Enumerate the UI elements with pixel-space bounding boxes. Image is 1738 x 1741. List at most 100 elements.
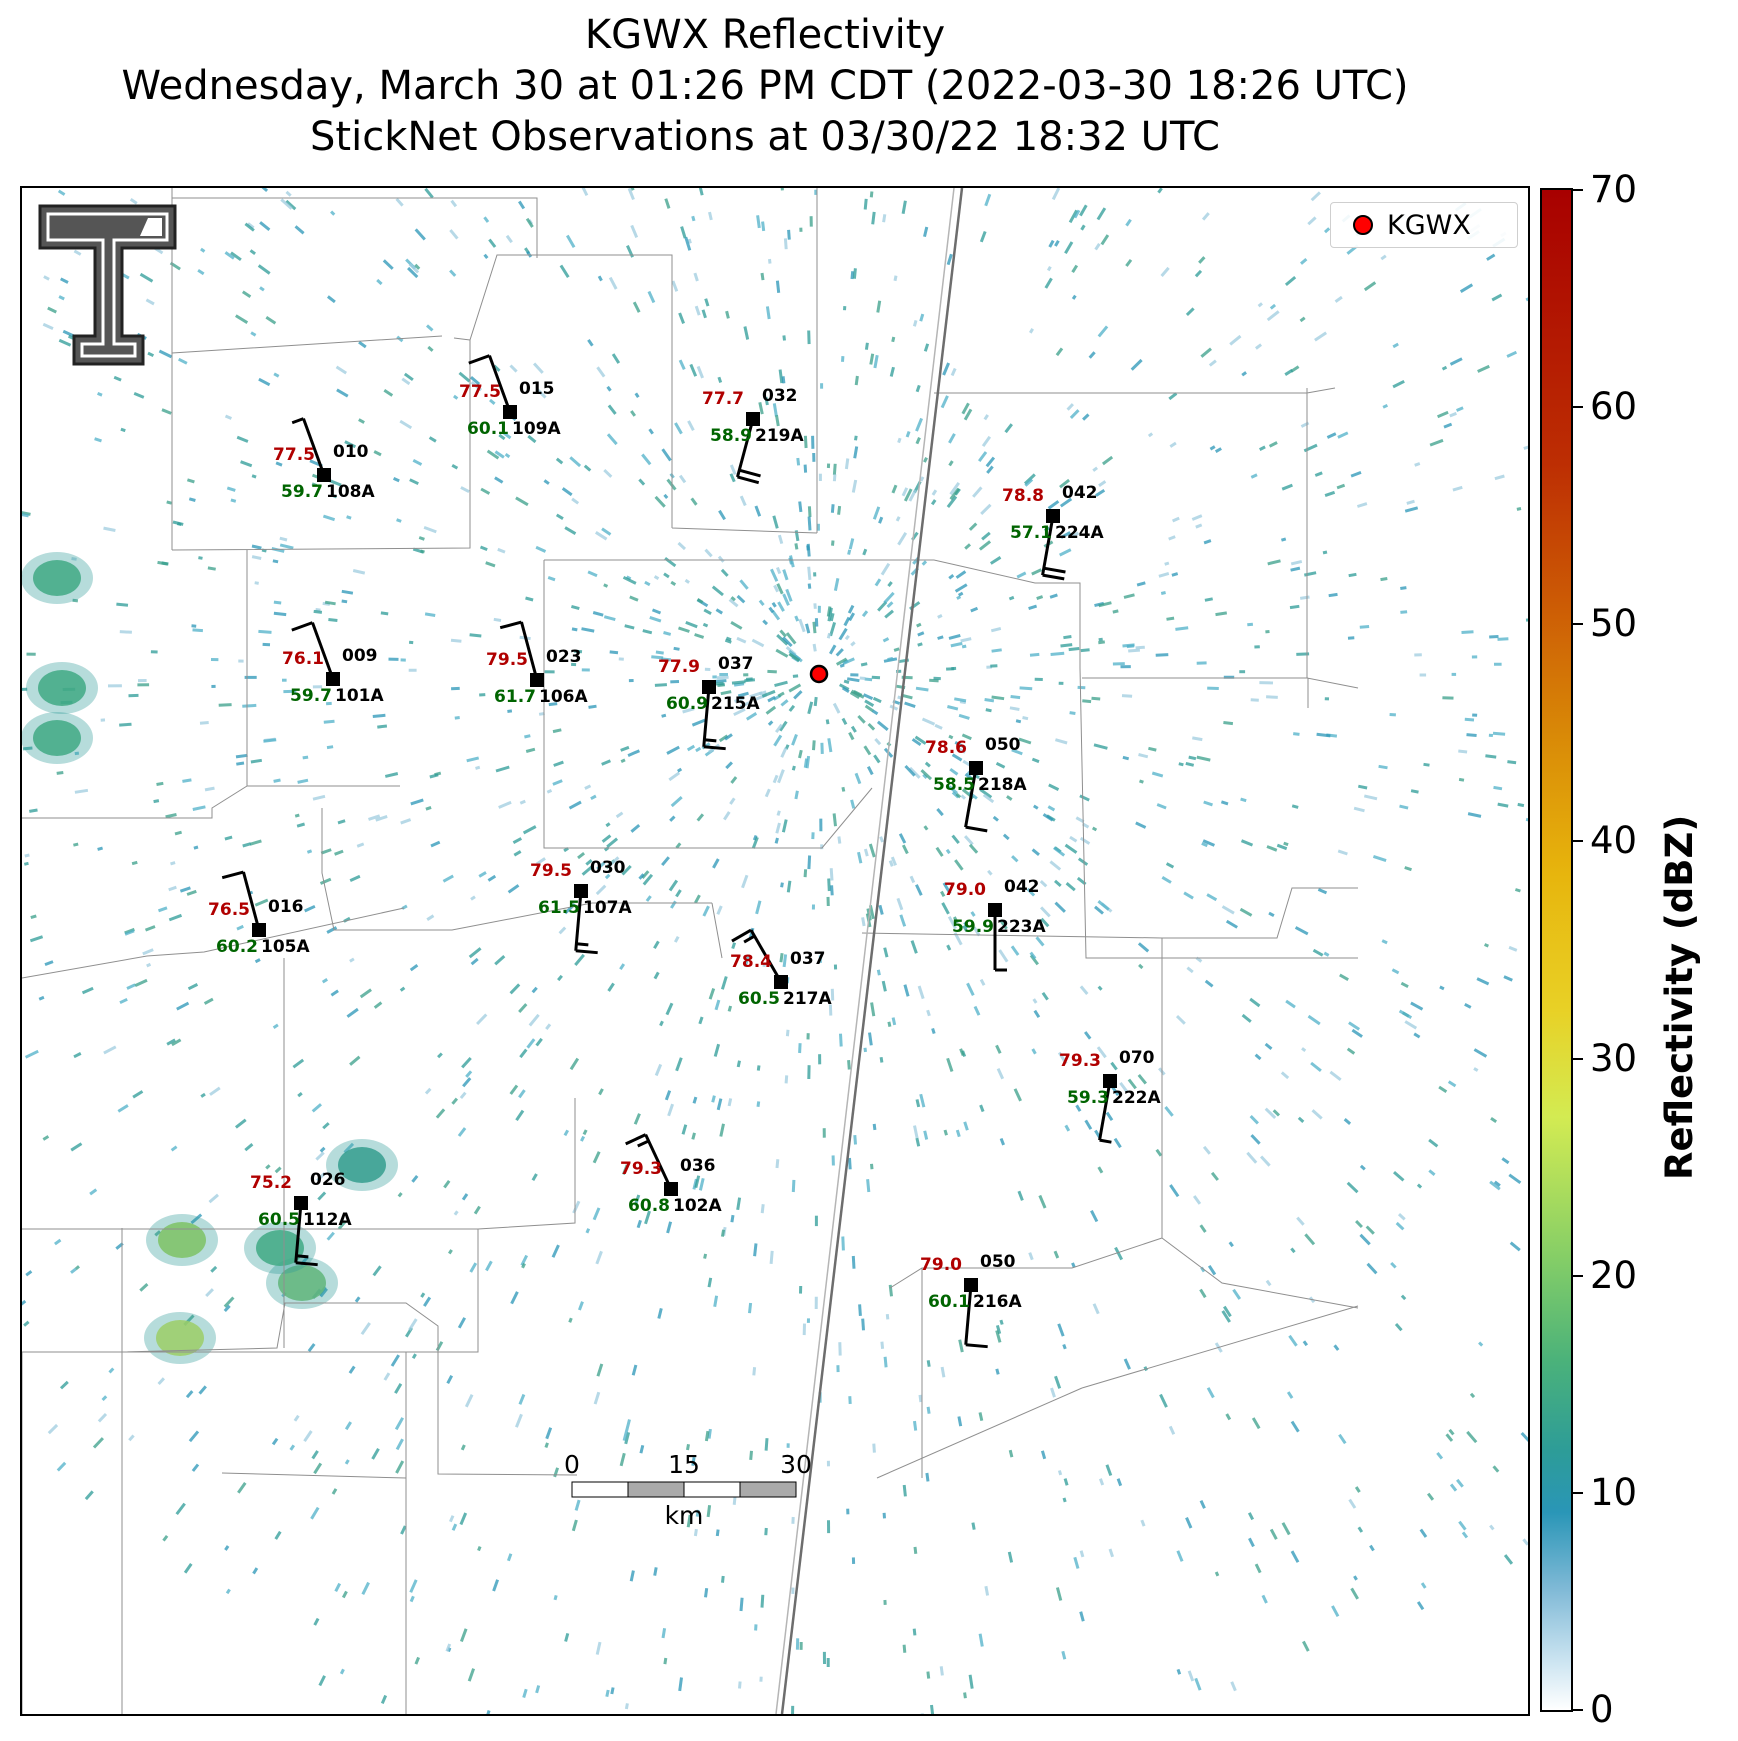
station-marker xyxy=(664,1182,678,1196)
scale-label-15: 15 xyxy=(668,1450,700,1479)
station-temperature: 79.3 xyxy=(620,1159,662,1179)
colorbar-tick-label: 0 xyxy=(1590,1688,1614,1731)
colorbar-tick-label: 30 xyxy=(1590,1036,1638,1080)
station-id: 106A xyxy=(539,687,588,707)
colorbar-tick xyxy=(1573,840,1583,843)
scale-label-30: 30 xyxy=(780,1450,812,1479)
station-temperature: 77.9 xyxy=(658,657,700,677)
wind-barb-staff xyxy=(302,418,326,476)
station-223A[interactable]: 79.0 042 59.9 223A xyxy=(944,877,1046,972)
station-marker xyxy=(1103,1074,1117,1088)
station-dewpoint: 59.7 xyxy=(290,686,332,706)
station-id: 218A xyxy=(978,775,1027,795)
wind-barb-feather xyxy=(731,928,752,943)
station-dewpoint: 60.1 xyxy=(928,1292,970,1312)
station-105A[interactable]: 76.5 016 60.2 105A xyxy=(208,870,310,957)
wind-barb-staff xyxy=(294,1202,303,1263)
wind-barb-feather xyxy=(965,825,988,833)
station-id: 217A xyxy=(783,989,832,1009)
station-dewpoint: 60.1 xyxy=(467,419,509,439)
station-pressure: 050 xyxy=(985,735,1021,755)
station-dewpoint: 58.5 xyxy=(933,775,975,795)
colorbar-tick-label: 20 xyxy=(1590,1253,1638,1297)
station-pressure: 015 xyxy=(519,379,555,399)
wind-barb-staff xyxy=(964,767,978,828)
wind-barb-feather xyxy=(704,738,717,743)
station-218A[interactable]: 78.6 050 58.5 218A xyxy=(925,735,1027,833)
station-107A[interactable]: 79.5 030 61.5 107A xyxy=(530,858,632,955)
station-pressure: 036 xyxy=(680,1156,716,1176)
station-108A[interactable]: 77.5 010 59.7 108A xyxy=(273,417,375,502)
station-dewpoint: 61.5 xyxy=(538,898,580,918)
station-marker xyxy=(969,761,983,775)
station-216A[interactable]: 79.0 050 60.1 216A xyxy=(920,1252,1022,1349)
station-marker xyxy=(574,884,588,898)
station-109A[interactable]: 77.5 015 60.1 109A xyxy=(459,354,561,439)
highway-line xyxy=(780,188,964,1714)
radar-map[interactable]: 77.5 015 60.1 109A 77.7 032 58.9 219A 77.5 010 59.… xyxy=(20,186,1530,1716)
station-pressure: 042 xyxy=(1004,877,1040,897)
highway-line-2 xyxy=(775,188,955,1714)
station-dewpoint: 60.5 xyxy=(738,989,780,1009)
station-pressure: 026 xyxy=(310,1170,346,1190)
colorbar-tick xyxy=(1573,1057,1583,1060)
station-temperature: 77.5 xyxy=(273,445,315,465)
station-217A[interactable]: 78.4 037 60.5 217A xyxy=(730,928,832,1009)
reflectivity-echoes xyxy=(22,188,1528,1714)
station-dewpoint: 61.7 xyxy=(494,687,536,707)
station-temperature: 77.7 xyxy=(702,389,744,409)
radar-site-marker[interactable] xyxy=(809,664,829,684)
map-title-line3: StickNet Observations at 03/30/22 18:32 … xyxy=(310,114,1220,160)
colorbar-tick xyxy=(1573,1709,1583,1711)
colorbar-tick-label: 50 xyxy=(1590,602,1638,646)
station-dewpoint: 60.5 xyxy=(258,1210,300,1230)
station-temperature: 78.6 xyxy=(925,738,967,758)
station-dewpoint: 59.7 xyxy=(281,482,323,502)
station-id: 224A xyxy=(1055,523,1104,543)
colorbar-tick xyxy=(1573,623,1583,626)
station-temperature: 79.5 xyxy=(530,861,572,881)
wind-barb-staff xyxy=(488,355,512,413)
station-101A[interactable]: 76.1 009 59.7 101A xyxy=(282,621,384,706)
colorbar-tick-label: 60 xyxy=(1590,385,1638,429)
station-id: 222A xyxy=(1112,1088,1161,1108)
station-pressure: 050 xyxy=(980,1252,1016,1272)
map-legend: KGWX xyxy=(1330,202,1518,248)
wind-barb-feather xyxy=(291,417,304,425)
station-temperature: 79.5 xyxy=(486,650,528,670)
station-pressure: 010 xyxy=(333,442,369,462)
station-marker xyxy=(702,680,716,694)
station-marker xyxy=(774,975,788,989)
wind-barb-feather xyxy=(737,475,760,485)
station-marker xyxy=(326,672,340,686)
station-102A[interactable]: 79.3 036 60.8 102A xyxy=(620,1133,722,1216)
station-pressure: 023 xyxy=(546,647,582,667)
wind-barb-feather xyxy=(965,1343,988,1349)
station-224A[interactable]: 78.8 042 57.1 224A xyxy=(1002,483,1104,581)
station-pressure: 070 xyxy=(1119,1048,1155,1068)
wind-barb-feather xyxy=(1043,566,1066,574)
station-222A[interactable]: 79.3 070 59.3 222A xyxy=(1059,1048,1161,1144)
station-112A[interactable]: 75.2 026 60.5 112A xyxy=(250,1170,352,1267)
station-106A[interactable]: 79.5 023 61.7 106A xyxy=(486,620,588,707)
wind-barb-feather xyxy=(499,620,522,630)
colorbar-tick xyxy=(1573,1491,1583,1494)
station-temperature: 75.2 xyxy=(250,1173,292,1193)
station-id: 216A xyxy=(973,1292,1022,1312)
wind-barb-staff xyxy=(749,929,783,983)
station-marker xyxy=(964,1278,978,1292)
colorbar-tick xyxy=(1573,406,1583,409)
wind-barb-staff xyxy=(736,418,755,478)
station-215A[interactable]: 77.9 037 60.9 215A xyxy=(658,654,760,751)
station-id: 108A xyxy=(326,482,375,502)
wind-barb-feather xyxy=(743,934,756,944)
colorbar-tick-label: 10 xyxy=(1590,1470,1638,1514)
scale-label-0: 0 xyxy=(564,1450,580,1479)
station-dewpoint: 59.3 xyxy=(1067,1088,1109,1108)
station-dewpoint: 60.2 xyxy=(216,937,258,957)
texas-tech-logo xyxy=(38,204,177,366)
map-title-line1: KGWX Reflectivity xyxy=(584,12,946,58)
station-219A[interactable]: 77.7 032 58.9 219A xyxy=(702,386,804,485)
wind-barb-staff xyxy=(1041,515,1055,576)
